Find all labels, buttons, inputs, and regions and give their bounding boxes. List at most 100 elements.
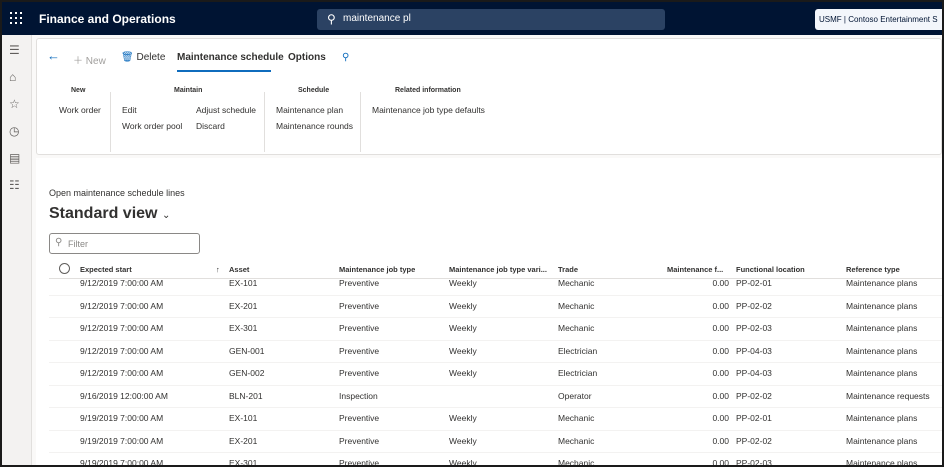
adjust-schedule-button[interactable]: Adjust schedule: [196, 105, 257, 115]
search-actions-icon[interactable]: ⚲: [342, 52, 350, 63]
tab-maintenance-schedule[interactable]: Maintenance schedule: [177, 52, 284, 63]
cell-functional-location: PP-02-02: [736, 435, 772, 446]
table-row[interactable]: 9/12/2019 7:00:00 AM EX-101 Preventive Week…: [49, 273, 942, 296]
discard-button[interactable]: Discard: [196, 121, 225, 131]
cell-asset: EX-101: [229, 278, 258, 288]
workspace-icon[interactable]: ▤: [9, 151, 21, 165]
cell-expected-start: 9/12/2019 7:00:00 AM: [80, 368, 164, 378]
cell-reference-type: Maintenance plans: [846, 368, 918, 378]
cell-maintenance-f: 0.00: [712, 435, 729, 446]
cell-trade: Mechanic: [558, 323, 595, 333]
filter-input[interactable]: ⚲ Filter: [49, 233, 200, 254]
cell-job-type: Preventive: [339, 458, 380, 465]
app-title: Finance and Operations: [39, 12, 176, 26]
view-selector[interactable]: Standard view ⌄: [49, 205, 170, 223]
divider: [264, 92, 265, 152]
delete-label: Delete: [136, 52, 166, 63]
search-value: maintenance pl: [343, 13, 411, 24]
new-label: New: [85, 56, 106, 67]
work-order-pool-button[interactable]: Work order pool: [122, 121, 183, 131]
select-all-checkbox[interactable]: [59, 263, 70, 274]
cell-expected-start: 9/19/2019 7:00:00 AM: [80, 458, 164, 465]
sort-ascending-icon: ↑: [216, 265, 220, 274]
cell-reference-type: Maintenance plans: [846, 300, 918, 311]
grid-header: Expected start ↑ Asset Maintenance job t…: [49, 258, 942, 279]
cell-functional-location: PP-04-03: [736, 368, 772, 378]
cell-maintenance-f: 0.00: [712, 300, 729, 311]
cell-reference-type: Maintenance requests: [846, 390, 930, 401]
col-functional-location[interactable]: Functional location: [736, 265, 805, 274]
divider: [110, 92, 111, 152]
list-icon[interactable]: ☷: [9, 178, 20, 192]
cell-job-variant: Weekly: [449, 458, 477, 465]
back-icon[interactable]: ←: [47, 48, 60, 63]
cell-trade: Mechanic: [558, 435, 595, 446]
cell-functional-location: PP-02-02: [736, 300, 772, 311]
table-row[interactable]: 9/19/2019 7:00:00 AM EX-101 Preventive Week…: [49, 408, 942, 431]
cell-asset: EX-301: [229, 323, 258, 333]
cell-job-variant: Weekly: [449, 368, 477, 378]
cell-asset: GEN-002: [229, 368, 265, 378]
nav-rail: ☰ ⌂ ☆ ◷ ▤ ☷: [2, 35, 32, 465]
work-order-button[interactable]: Work order: [59, 105, 101, 115]
cell-functional-location: PP-04-03: [736, 345, 772, 356]
col-asset[interactable]: Asset: [229, 265, 250, 274]
table-row[interactable]: 9/12/2019 7:00:00 AM GEN-002 Preventive Wee…: [49, 363, 942, 386]
menu-icon[interactable]: ☰: [9, 43, 20, 57]
table-row[interactable]: 9/16/2019 12:00:00 AM BLN-201 Inspection Op…: [49, 386, 942, 408]
cell-expected-start: 9/12/2019 7:00:00 AM: [80, 345, 164, 356]
cell-job-variant: Weekly: [449, 413, 477, 423]
col-trade[interactable]: Trade: [558, 265, 579, 274]
cell-functional-location: PP-02-01: [736, 278, 772, 288]
group-schedule-label: Schedule: [298, 87, 330, 94]
new-button[interactable]: ＋ New: [73, 56, 106, 67]
group-maintain-label: Maintain: [174, 87, 203, 94]
view-name: Standard view: [49, 205, 158, 222]
job-type-defaults-button[interactable]: Maintenance job type defaults: [372, 105, 485, 115]
table-row[interactable]: 9/19/2019 7:00:00 AM EX-201 Preventive Week…: [49, 431, 942, 453]
cell-expected-start: 9/12/2019 7:00:00 AM: [80, 278, 164, 288]
star-icon[interactable]: ☆: [9, 97, 20, 111]
col-reference-type[interactable]: Reference type: [846, 265, 900, 274]
cell-job-variant: Weekly: [449, 345, 477, 356]
table-row[interactable]: 9/12/2019 7:00:00 AM GEN-001 Preventive Wee…: [49, 341, 942, 363]
group-new-label: New: [71, 87, 86, 94]
cell-maintenance-f: 0.00: [712, 390, 729, 401]
cell-maintenance-f: 0.00: [712, 413, 729, 423]
tab-options[interactable]: Options: [288, 52, 326, 63]
cell-maintenance-f: 0.00: [712, 345, 729, 356]
company-picker[interactable]: USMF | Contoso Entertainment S: [815, 9, 942, 30]
cell-job-type: Preventive: [339, 435, 380, 446]
search-input[interactable]: ⚲ maintenance pl: [317, 9, 665, 30]
maintenance-rounds-button[interactable]: Maintenance rounds: [276, 121, 354, 131]
clock-icon[interactable]: ◷: [9, 124, 20, 138]
col-expected-start[interactable]: Expected start: [80, 265, 132, 274]
action-pane: ← ＋ New 🗑 Delete Maintenance schedule Op…: [36, 38, 942, 155]
edit-button[interactable]: Edit: [122, 105, 137, 115]
cell-trade: Operator: [558, 390, 592, 401]
search-icon: ⚲: [327, 12, 336, 26]
cell-maintenance-f: 0.00: [712, 458, 729, 465]
col-maintenance-f[interactable]: Maintenance f...: [667, 265, 724, 274]
col-job-variant[interactable]: Maintenance job type vari...: [449, 265, 547, 274]
cell-trade: Electrician: [558, 345, 598, 356]
delete-button[interactable]: 🗑 Delete: [121, 52, 165, 63]
cell-trade: Mechanic: [558, 278, 595, 288]
cell-asset: EX-101: [229, 413, 258, 423]
cell-maintenance-f: 0.00: [712, 278, 729, 288]
col-job-type[interactable]: Maintenance job type: [339, 265, 416, 274]
cell-job-type: Preventive: [339, 368, 380, 378]
home-icon[interactable]: ⌂: [9, 70, 17, 84]
maintenance-plan-button[interactable]: Maintenance plan: [276, 105, 344, 115]
cell-maintenance-f: 0.00: [712, 323, 729, 333]
app-launcher-icon[interactable]: [10, 12, 22, 24]
cell-job-type: Preventive: [339, 300, 380, 311]
cell-reference-type: Maintenance plans: [846, 413, 918, 423]
top-bar: Finance and Operations ⚲ maintenance pl U…: [2, 2, 942, 35]
cell-job-type: Preventive: [339, 345, 380, 356]
table-row[interactable]: 9/19/2019 7:00:00 AM EX-301 Preventive Week…: [49, 453, 942, 465]
cell-trade: Mechanic: [558, 300, 595, 311]
table-row[interactable]: 9/12/2019 7:00:00 AM EX-301 Preventive Week…: [49, 318, 942, 341]
cell-functional-location: PP-02-02: [736, 390, 772, 401]
table-row[interactable]: 9/12/2019 7:00:00 AM EX-201 Preventive Week…: [49, 296, 942, 318]
